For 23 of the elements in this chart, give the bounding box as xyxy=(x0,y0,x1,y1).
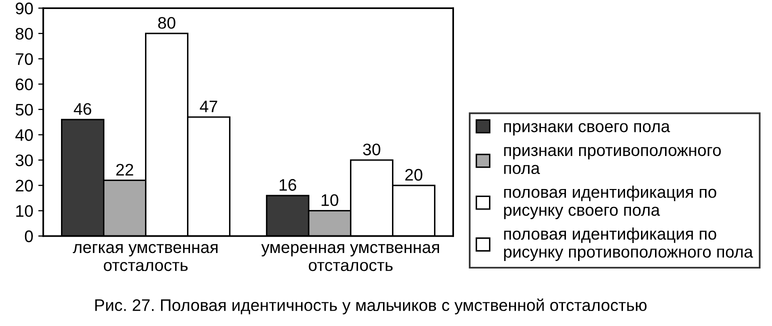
y-tick-label: 90 xyxy=(16,2,33,14)
y-tick-label: 70 xyxy=(16,53,33,65)
x-tick-label: умеренная умственная отсталость xyxy=(261,244,440,272)
x-tick-label: легкая умственная отсталость xyxy=(72,244,218,272)
data-label: 16 xyxy=(280,179,296,191)
data-label: 46 xyxy=(74,103,92,115)
y-tick-label: 50 xyxy=(16,104,33,116)
data-label: 80 xyxy=(158,16,176,29)
data-label: 30 xyxy=(363,144,380,156)
y-tick-label: 20 xyxy=(16,180,33,192)
y-tick-label: 60 xyxy=(16,78,33,90)
data-label: 10 xyxy=(322,194,338,206)
y-tick-label: 0 xyxy=(24,230,33,242)
y-tick-label: 10 xyxy=(16,205,33,217)
y-tick-label: 40 xyxy=(15,129,33,141)
y-tick-label: 80 xyxy=(16,28,33,40)
y-tick-label: 30 xyxy=(16,154,33,166)
legend-label: половая идентификация по рисунку противоположного пола xyxy=(504,228,754,261)
legend-label: признаки своего пола xyxy=(504,123,670,136)
data-label: 20 xyxy=(405,168,422,181)
text: Рис. 27. Половая идентичность у мальчиков с умственной отсталостью xyxy=(95,298,647,314)
data-label: 47 xyxy=(200,100,218,112)
data-label: 22 xyxy=(116,164,134,176)
